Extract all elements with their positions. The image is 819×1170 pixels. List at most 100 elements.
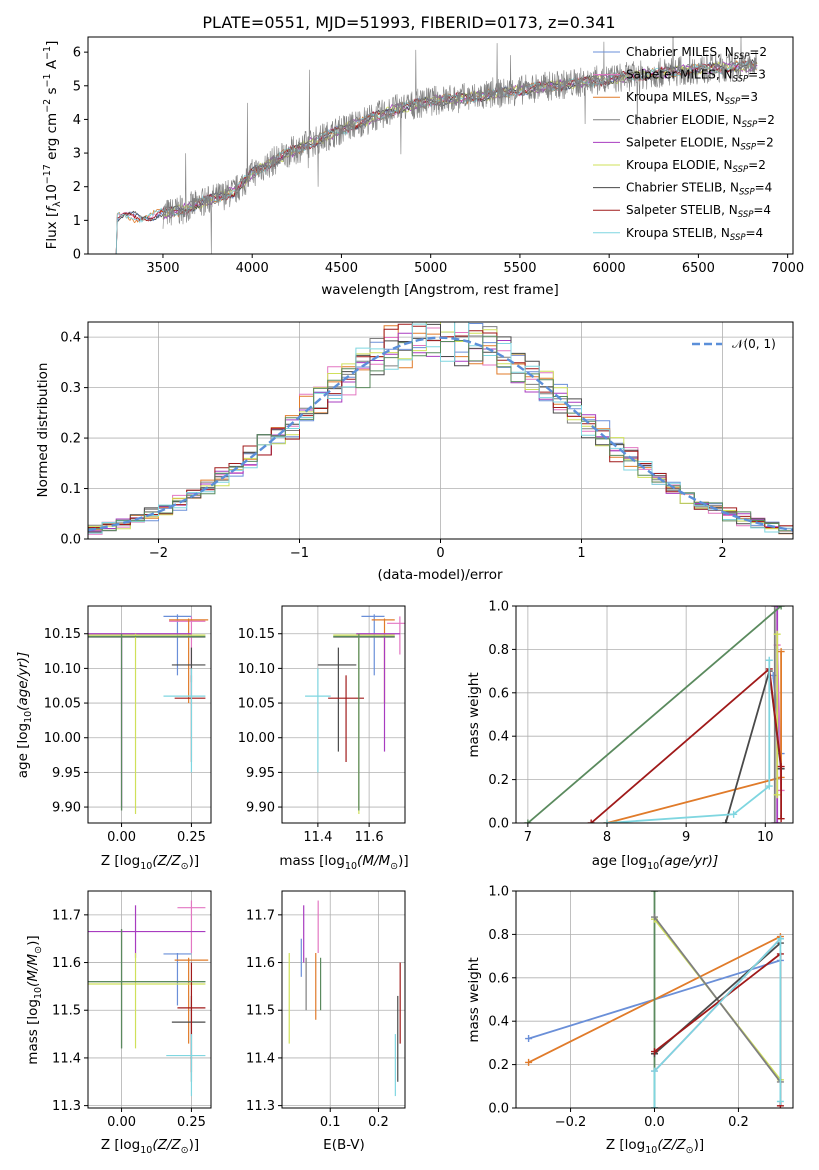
y-tick-label: 11.6 xyxy=(246,956,275,971)
y-tick-label: 1.0 xyxy=(488,600,509,615)
x-tick-label: 8 xyxy=(603,830,611,845)
x-tick-label: 1 xyxy=(577,546,585,561)
legend-label: Chabrier MILES, NSSP=2 xyxy=(626,45,767,62)
x-tick-label: 0.0 xyxy=(644,1115,665,1130)
axes-frame xyxy=(281,605,406,824)
axes-frame xyxy=(87,36,794,255)
weight-marker xyxy=(525,1035,533,1043)
weight-marker xyxy=(587,819,595,823)
axes-residuals: −2 −1 0 1 2 0.0 0.1 0.2 0.3 0.4 (data-model)/error… xyxy=(35,321,794,583)
y-tick-label: 11.7 xyxy=(246,908,275,923)
plot-area xyxy=(113,37,758,254)
x-tick-label: 6500 xyxy=(682,261,715,276)
weight-marker xyxy=(777,648,785,656)
y-tick-label: 0.2 xyxy=(488,1058,509,1073)
x-axis-label: Z [log10(Z/Z⊙)] xyxy=(101,853,199,872)
y-tick-label: 9.95 xyxy=(246,766,275,781)
histogram-series xyxy=(88,335,793,532)
y-tick-label: 0.4 xyxy=(488,1015,509,1030)
observed-spectrum xyxy=(162,37,758,254)
y-tick-label: 0.8 xyxy=(488,643,509,658)
y-tick-label: 5 xyxy=(73,79,81,94)
y-axis-label: mass [log10(M/M⊙)] xyxy=(25,935,44,1064)
plot-area xyxy=(88,322,793,535)
y-tick-label: 0.0 xyxy=(60,533,81,548)
y-tick-label: 3 xyxy=(73,147,81,162)
y-tick-label: 0.8 xyxy=(488,928,509,943)
weight-line xyxy=(590,667,782,823)
legend-label: Salpeter ELODIE, NSSP=2 xyxy=(626,135,774,152)
axes-age_vs_Z: 0.00 0.25 9.90 9.95 10.00 10.05 10.10 10.15 Z [l… xyxy=(15,605,212,872)
y-tick-label: 11.7 xyxy=(52,908,81,923)
weight-marker xyxy=(722,819,730,823)
y-tick-label: 9.90 xyxy=(246,801,275,816)
y-tick-label: 10.05 xyxy=(44,697,81,712)
y-tick-label: 0.0 xyxy=(488,817,509,832)
legend-label: Salpeter STELIB, NSSP=4 xyxy=(626,203,771,220)
weight-marker xyxy=(524,819,532,823)
x-tick-label: −2 xyxy=(149,546,168,561)
y-tick-label: 0.4 xyxy=(488,730,509,745)
weight-marker xyxy=(777,763,785,771)
axes-frame xyxy=(87,605,212,824)
weight-marker xyxy=(525,1058,533,1066)
x-tick-label: 7 xyxy=(524,830,532,845)
legend-label: Kroupa STELIB, NSSP=4 xyxy=(626,226,763,243)
y-tick-label: 11.6 xyxy=(52,956,81,971)
y-axis-label: mass weight xyxy=(466,957,482,1042)
x-tick-label: 11.4 xyxy=(303,830,332,845)
weight-marker xyxy=(777,815,785,823)
weight-marker xyxy=(651,1048,658,1056)
x-tick-label: 5000 xyxy=(414,261,447,276)
y-tick-label: 11.5 xyxy=(246,1004,275,1019)
x-tick-label: 5500 xyxy=(503,261,536,276)
x-tick-label: 4500 xyxy=(325,261,358,276)
axes-frame xyxy=(281,890,406,1109)
weight-line xyxy=(653,936,782,1108)
x-tick-label: 7000 xyxy=(771,261,804,276)
x-tick-label: 4000 xyxy=(236,261,269,276)
y-tick-label: 0.6 xyxy=(488,971,509,986)
x-tick-label: 2 xyxy=(718,546,726,561)
legend-label: Kroupa MILES, NSSP=3 xyxy=(626,90,758,107)
y-tick-label: 2 xyxy=(73,180,81,195)
x-tick-label: 10 xyxy=(757,830,774,845)
y-tick-label: 0.1 xyxy=(60,482,81,497)
x-axis-label: Z [log10(Z/Z⊙)] xyxy=(606,1137,704,1156)
weight-marker xyxy=(651,1104,658,1108)
x-tick-label: 0.25 xyxy=(177,830,206,845)
x-tick-label: 0.1 xyxy=(320,1115,341,1130)
x-axis-label: age [log10(age/yr)] xyxy=(592,853,718,872)
legend-label: Kroupa ELODIE, NSSP=2 xyxy=(626,158,766,175)
plot-area xyxy=(88,614,209,814)
axes-spectrum: 3500 4000 4500 5000 5500 6000 6500 7000 0 1 2 3 4 5 6 P… xyxy=(42,13,804,298)
y-tick-label: 11.4 xyxy=(246,1051,275,1066)
weight-line xyxy=(653,952,782,1106)
x-tick-label: −0.2 xyxy=(555,1115,587,1130)
weight-marker xyxy=(730,810,738,818)
x-axis-label: mass [log10(M/M⊙)] xyxy=(279,853,408,872)
y-tick-label: 4 xyxy=(73,113,81,128)
weight-marker xyxy=(776,1097,784,1105)
axes-weight_vs_age: 7 8 9 10 0.0 0.2 0.4 0.6 0.8 1.0 age [log10(age/yr… xyxy=(466,600,794,872)
weight-marker xyxy=(765,782,773,790)
axes-mass_vs_ebv: 0.1 0.2 11.3 11.4 11.5 11.6 11.7 E(B-V) xyxy=(246,890,406,1153)
legend-label: Chabrier ELODIE, NSSP=2 xyxy=(626,113,775,130)
x-tick-label: 0.00 xyxy=(107,830,136,845)
y-tick-label: 0.0 xyxy=(488,1102,509,1117)
y-axis-label: Flux [fλ10−17 erg cm−2 s−1 A−1] xyxy=(42,41,63,250)
weight-line xyxy=(606,660,771,823)
x-tick-label: 0.2 xyxy=(728,1115,749,1130)
legend-label: 𝒩(0, 1) xyxy=(732,337,776,351)
y-tick-label: 9.90 xyxy=(52,801,81,816)
y-tick-label: 10.15 xyxy=(238,627,275,642)
y-tick-label: 11.4 xyxy=(52,1051,81,1066)
weight-marker xyxy=(773,791,781,799)
plot-area xyxy=(305,614,405,814)
axes-age_vs_mass: 11.4 11.6 9.90 9.95 10.00 10.05 10.10 10.15 mass… xyxy=(238,605,409,872)
y-tick-label: 0.2 xyxy=(488,773,509,788)
y-axis-label: mass weight xyxy=(466,672,482,757)
plot-area xyxy=(524,606,785,823)
x-axis-label: E(B-V) xyxy=(323,1137,365,1153)
